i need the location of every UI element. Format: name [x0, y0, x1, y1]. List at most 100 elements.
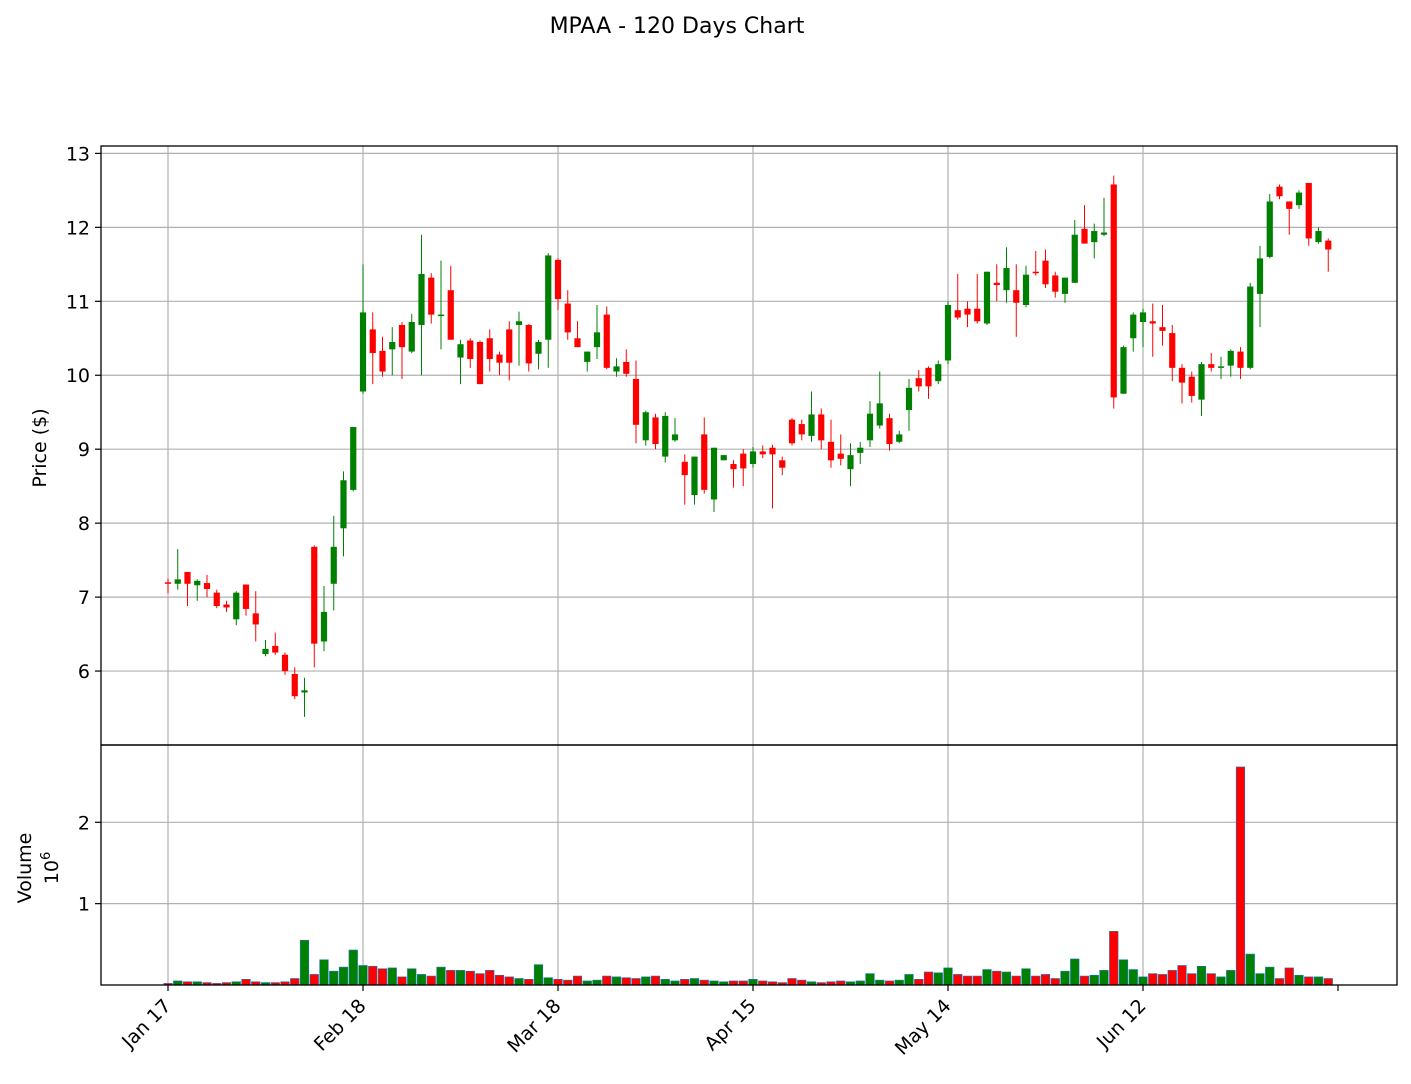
- volume-bar: [1021, 968, 1031, 986]
- candle-body: [1256, 258, 1264, 294]
- candle-body: [330, 546, 337, 584]
- price-tick-label: 9: [78, 439, 90, 461]
- volume-bar: [563, 979, 573, 986]
- candle-body: [886, 418, 893, 445]
- price-candles: [164, 175, 1332, 717]
- candle-body: [613, 366, 620, 372]
- candle-body: [1276, 186, 1283, 197]
- volume-bar: [962, 975, 973, 986]
- volume-bar: [865, 973, 875, 986]
- candle-body: [340, 480, 347, 529]
- candle-body: [1120, 347, 1127, 394]
- candle-body: [457, 344, 464, 358]
- candle-body: [389, 341, 396, 350]
- volume-panel-frame: [100, 744, 1398, 986]
- candle-body: [359, 312, 367, 392]
- candle-body: [408, 322, 415, 352]
- candle-body: [486, 338, 493, 359]
- candle-body: [1159, 327, 1166, 331]
- candle-body: [1071, 234, 1078, 283]
- candle-body: [1003, 268, 1010, 291]
- volume-bar: [1079, 975, 1090, 986]
- volume-bar: [524, 979, 534, 986]
- candle-body: [398, 324, 406, 348]
- candle-body: [252, 613, 259, 625]
- volume-bar: [465, 970, 475, 986]
- candle-body: [818, 414, 825, 441]
- candle-body: [1091, 231, 1098, 243]
- x-tick-label: Apr 15: [700, 995, 760, 1055]
- volume-grid: [101, 745, 1397, 985]
- volume-bar: [485, 970, 495, 986]
- candle-body: [603, 314, 610, 368]
- candle-body: [905, 387, 913, 411]
- volume-bar: [1148, 973, 1158, 986]
- candle-body: [281, 654, 289, 672]
- price-tick-label: 7: [78, 587, 90, 609]
- candle-body: [1100, 232, 1108, 235]
- volume-bar: [689, 978, 700, 986]
- chart-title: MPAA - 120 Days Chart: [550, 14, 805, 39]
- volume-bar: [894, 979, 904, 986]
- candle-body: [1139, 312, 1147, 323]
- candle-body: [1266, 201, 1273, 257]
- volume-bar: [290, 978, 300, 986]
- price-tick-label: 12: [66, 217, 90, 239]
- volume-bar: [407, 968, 417, 986]
- volume-bar: [748, 979, 758, 986]
- candle-body: [1022, 274, 1030, 305]
- candle-body: [545, 255, 552, 340]
- candle-body: [1042, 260, 1049, 285]
- candle-body: [584, 351, 591, 362]
- candle-body: [1305, 182, 1312, 239]
- candle-body: [418, 273, 425, 325]
- volume-axis-unit-exponent: 6: [39, 852, 54, 860]
- volume-bar: [1323, 978, 1333, 986]
- candle-body: [827, 441, 835, 461]
- candle-body: [681, 461, 688, 476]
- candle-body: [535, 341, 542, 354]
- volume-bar: [1157, 974, 1168, 986]
- volume-bar: [309, 974, 319, 986]
- candle-body: [262, 648, 269, 655]
- candle-body: [1325, 240, 1332, 250]
- volume-bar: [1187, 973, 1197, 986]
- candle-body: [925, 367, 932, 387]
- volume-bar: [1245, 953, 1255, 986]
- candle-body: [379, 350, 386, 372]
- candle-body: [1286, 201, 1293, 209]
- volume-bar: [1294, 974, 1304, 986]
- candle-body: [428, 277, 435, 315]
- candle-body: [1237, 351, 1244, 368]
- candle-body: [291, 674, 298, 697]
- candle-body: [1295, 192, 1303, 206]
- x-ticks: Jan 17 Feb 18 Mar 18 Apr 15 May 14 Jun 12: [117, 985, 1339, 1060]
- candle-body: [1198, 364, 1205, 400]
- volume-bar: [933, 972, 943, 986]
- candle-body: [847, 455, 854, 470]
- volume-bar: [319, 959, 329, 986]
- candle-body: [272, 645, 279, 653]
- candle-body: [808, 414, 815, 436]
- volume-bar: [1070, 958, 1080, 986]
- volume-bar: [1060, 970, 1070, 986]
- volume-bar: [533, 964, 544, 986]
- volume-axis-unit-base: 10: [41, 860, 63, 884]
- candle-body: [749, 451, 757, 464]
- volume-bar: [875, 979, 885, 986]
- volume-bar: [904, 974, 914, 986]
- candle-body: [710, 447, 718, 500]
- candle-body: [915, 378, 922, 387]
- volume-y-ticks: 12: [78, 812, 101, 916]
- volume-bar: [1216, 976, 1226, 986]
- volume-bars: [163, 766, 1333, 986]
- candle-body: [301, 690, 308, 693]
- candle-body: [769, 447, 776, 455]
- volume-bar: [455, 970, 466, 986]
- x-tick-label: Jun 12: [1092, 995, 1151, 1054]
- candle-body: [759, 451, 766, 455]
- volume-bar: [797, 979, 807, 986]
- candle-body: [632, 378, 640, 425]
- volume-bar: [358, 965, 368, 986]
- volume-bar: [1206, 973, 1216, 986]
